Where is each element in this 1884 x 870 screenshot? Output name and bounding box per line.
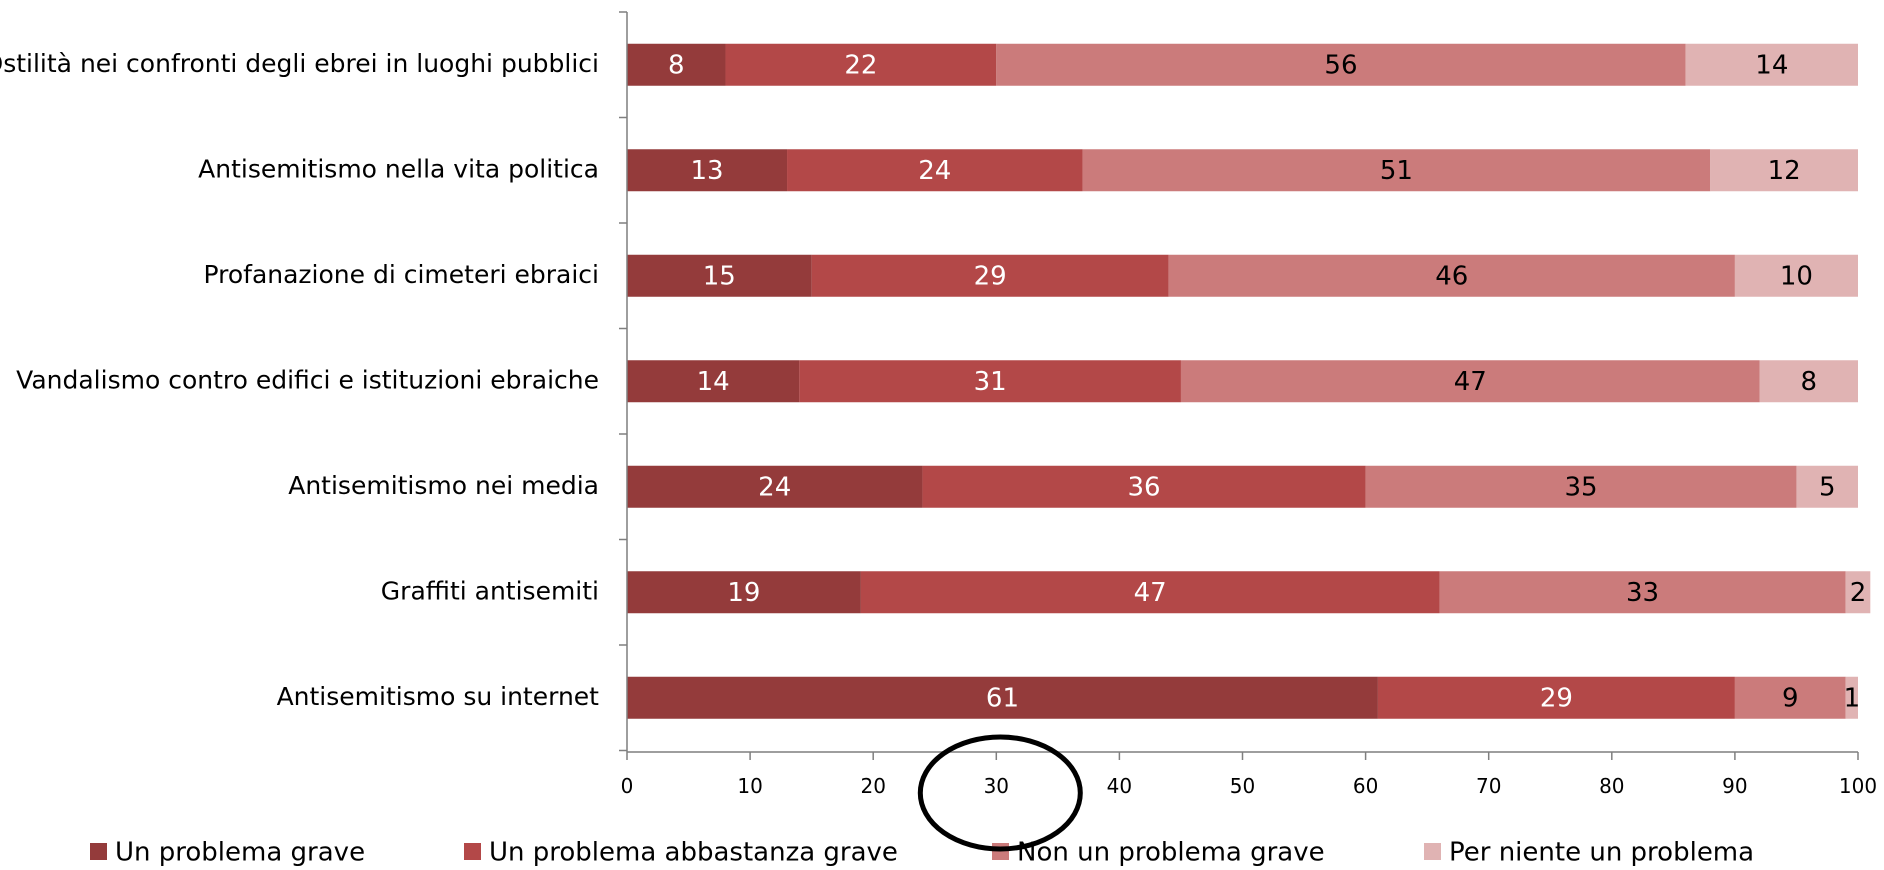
x-tick-label: 30 bbox=[984, 774, 1009, 798]
legend-swatch bbox=[1424, 843, 1441, 860]
legend-swatch bbox=[992, 843, 1009, 860]
bar-segment bbox=[627, 254, 812, 297]
legend-label: Un problema abbastanza grave bbox=[489, 838, 898, 868]
category-label: Antisemitismo nella vita politica bbox=[198, 154, 599, 183]
x-tick-label: 60 bbox=[1353, 774, 1378, 798]
data-label: 56 bbox=[1324, 50, 1357, 80]
bars-group bbox=[627, 43, 1871, 719]
x-tick-label: 20 bbox=[860, 774, 885, 798]
axis-group: 0 10 20 30 40 50 60 70 80 90 100 bbox=[619, 11, 1877, 798]
data-label: 24 bbox=[758, 472, 791, 502]
data-label: 9 bbox=[1782, 683, 1799, 713]
bar-segment bbox=[811, 254, 1169, 297]
bar-segment bbox=[627, 360, 800, 403]
bar-segment bbox=[1845, 676, 1858, 719]
data-label: 2 bbox=[1850, 578, 1867, 608]
bar-segment bbox=[1168, 254, 1735, 297]
data-label: 47 bbox=[1134, 578, 1167, 608]
data-label: 31 bbox=[974, 367, 1007, 397]
bar-segment bbox=[922, 465, 1366, 508]
data-label: 15 bbox=[703, 261, 736, 291]
bar-segment bbox=[1365, 465, 1797, 508]
category-label: Graffiti antisemiti bbox=[381, 576, 599, 605]
bar-segment bbox=[1759, 360, 1858, 403]
data-label: 12 bbox=[1768, 156, 1801, 186]
bar-segment bbox=[1734, 676, 1846, 719]
legend-label: Per niente un problema bbox=[1449, 838, 1754, 868]
data-label: 1 bbox=[1844, 683, 1861, 713]
data-label: 8 bbox=[668, 50, 685, 80]
bar-segment bbox=[1180, 360, 1760, 403]
bar-segment bbox=[860, 571, 1440, 614]
labels-group: 8 22 56 14 Ostilità nei confronti degli ebre… bbox=[0, 49, 1866, 714]
data-label: 22 bbox=[844, 50, 877, 80]
bar-segment bbox=[1734, 254, 1858, 297]
bar-segment bbox=[1439, 571, 1846, 614]
data-label: 8 bbox=[1800, 367, 1817, 397]
data-label: 51 bbox=[1380, 156, 1413, 186]
legend-swatch bbox=[464, 843, 481, 860]
bar-segment bbox=[627, 43, 726, 86]
data-label: 5 bbox=[1819, 472, 1836, 502]
x-tick-label: 70 bbox=[1476, 774, 1501, 798]
bar-segment bbox=[799, 360, 1181, 403]
category-label: Vandalismo contro edifici e istituzioni … bbox=[16, 365, 599, 394]
data-label: 29 bbox=[974, 261, 1007, 291]
bar-segment bbox=[1082, 149, 1711, 192]
legend: Un problema grave Un problema abbastanza … bbox=[90, 838, 1754, 868]
data-label: 14 bbox=[1755, 50, 1788, 80]
bar-segment bbox=[725, 43, 997, 86]
data-label: 13 bbox=[690, 156, 723, 186]
x-tick-label: 90 bbox=[1722, 774, 1747, 798]
x-tick-label: 50 bbox=[1230, 774, 1255, 798]
legend-swatch bbox=[90, 843, 107, 860]
annotation-group bbox=[917, 734, 1083, 852]
legend-label: Un problema grave bbox=[115, 838, 365, 868]
bar-segment bbox=[787, 149, 1083, 192]
bar-segment bbox=[1796, 465, 1858, 508]
data-label: 36 bbox=[1127, 472, 1160, 502]
bar-segment bbox=[996, 43, 1686, 86]
bar-segment bbox=[627, 571, 861, 614]
data-label: 29 bbox=[1540, 683, 1573, 713]
legend-label: Non un problema grave bbox=[1017, 838, 1325, 868]
x-tick-label: 10 bbox=[737, 774, 762, 798]
data-label: 35 bbox=[1564, 472, 1597, 502]
data-label: 10 bbox=[1780, 261, 1813, 291]
category-label: Antisemitismo su internet bbox=[277, 682, 600, 711]
x-tick-label: 100 bbox=[1839, 774, 1877, 798]
data-label: 14 bbox=[697, 367, 730, 397]
data-label: 61 bbox=[986, 683, 1019, 713]
category-label: Profanazione di cimeteri ebraici bbox=[203, 260, 599, 289]
category-label: Ostilità nei confronti degli ebrei in lu… bbox=[0, 49, 599, 78]
x-tick-label: 40 bbox=[1107, 774, 1132, 798]
data-label: 24 bbox=[918, 156, 951, 186]
category-label: Antisemitismo nei media bbox=[288, 471, 599, 500]
x-tick-label: 0 bbox=[621, 774, 634, 798]
x-tick-label: 80 bbox=[1599, 774, 1624, 798]
data-label: 47 bbox=[1454, 367, 1487, 397]
bar-segment bbox=[627, 676, 1378, 719]
data-label: 19 bbox=[727, 578, 760, 608]
bar-segment bbox=[627, 149, 788, 192]
bar-segment bbox=[1377, 676, 1735, 719]
bar-segment bbox=[1710, 149, 1858, 192]
bar-segment bbox=[1845, 571, 1871, 614]
annotation-ellipse bbox=[917, 734, 1083, 852]
bar-segment bbox=[627, 465, 923, 508]
data-label: 46 bbox=[1435, 261, 1468, 291]
bar-segment bbox=[1685, 43, 1858, 86]
data-label: 33 bbox=[1626, 578, 1659, 608]
